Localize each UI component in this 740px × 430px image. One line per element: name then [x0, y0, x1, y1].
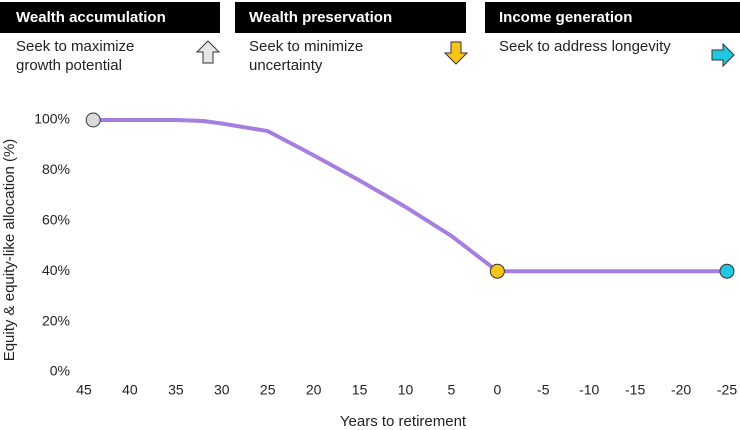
- down-arrow-icon: [443, 41, 469, 65]
- y-tick-label: 20%: [42, 312, 70, 328]
- right-arrow-icon: [711, 42, 735, 68]
- x-tick-label: 20: [306, 382, 322, 398]
- phase-description: uncertainty: [249, 57, 323, 74]
- x-tick-label: -25: [717, 382, 737, 398]
- x-tick-label: 40: [122, 382, 138, 398]
- x-tick-label: 25: [260, 382, 276, 398]
- phase-box: [485, 2, 740, 33]
- up-arrow-icon: [195, 40, 221, 64]
- phase-description: growth potential: [16, 57, 122, 74]
- phase-box: [235, 2, 466, 33]
- phase-title: Wealth preservation: [249, 9, 392, 26]
- phase-box: [0, 2, 220, 33]
- y-tick-label: 40%: [42, 262, 70, 278]
- phase-title: Wealth accumulation: [16, 9, 166, 26]
- point-marker: [489, 263, 505, 279]
- phase-title: Income generation: [499, 9, 632, 26]
- x-tick-label: -10: [579, 382, 599, 398]
- x-tick-label: -15: [625, 382, 645, 398]
- phase-description: Seek to maximize: [16, 38, 134, 55]
- x-tick-label: 35: [168, 382, 184, 398]
- x-tick-label: -20: [671, 382, 691, 398]
- x-tick-label: 30: [214, 382, 230, 398]
- line: [93, 118, 727, 274]
- x-tick-label: 0: [493, 382, 501, 398]
- point-marker: [85, 112, 101, 128]
- point-marker: [719, 263, 735, 279]
- y-tick-label: 100%: [34, 111, 70, 127]
- x-axis-title: Years to retirement: [340, 413, 467, 430]
- phase-description: Seek to address longevity: [499, 38, 671, 55]
- x-tick-label: 45: [76, 382, 92, 398]
- x-tick-label: 10: [398, 382, 414, 398]
- y-tick-label: 60%: [42, 212, 70, 228]
- y-axis-title: Equity & equity-like allocation (%): [1, 139, 18, 362]
- x-tick-label: 5: [448, 382, 456, 398]
- x-tick-label: -5: [537, 382, 550, 398]
- y-tick-label: 0%: [50, 363, 70, 379]
- x-tick-label: 15: [352, 382, 368, 398]
- phase-description: Seek to minimize: [249, 38, 363, 55]
- y-tick-label: 80%: [42, 161, 70, 177]
